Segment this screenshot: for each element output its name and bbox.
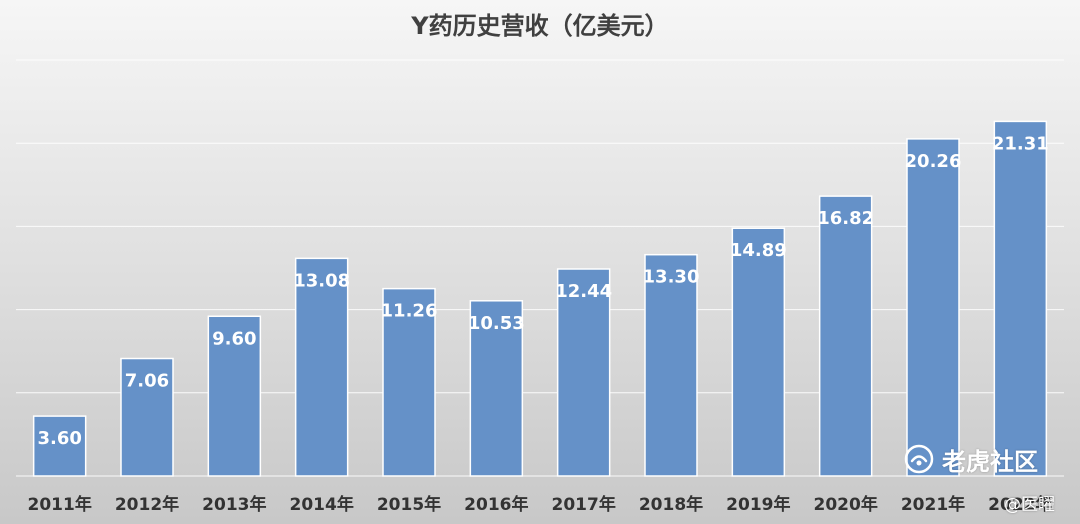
data-label: 13.08: [293, 270, 350, 291]
bar-2022年: [993, 120, 1048, 477]
x-tick-label: 2019年: [726, 494, 790, 515]
x-tick-label: 2014年: [290, 494, 354, 515]
bar-2014年: [294, 257, 349, 477]
data-label: 16.82: [817, 208, 874, 229]
bar-2015年: [382, 287, 436, 477]
bar-2020年: [818, 195, 873, 477]
x-tick-label: 2022年: [988, 494, 1052, 515]
chart-title: Y药历史营收（亿美元）: [411, 12, 669, 40]
bar-2021年: [906, 138, 960, 477]
bar-2012年: [120, 357, 174, 477]
x-tick-label: 2016年: [464, 494, 528, 515]
data-label: 9.60: [212, 328, 256, 349]
x-tick-label: 2012年: [115, 494, 179, 515]
x-tick-label: 2011年: [28, 494, 92, 515]
x-tick-label: 2018年: [639, 494, 703, 515]
data-label: 7.06: [125, 371, 169, 392]
x-axis-ticks: 2011年 2012年 2013年 2014年 2015年 2016年 2017年 2018年…: [28, 494, 1053, 515]
data-labels: 3.60 7.06 9.60 13.08 11.26 10.53 12.44 13.30 14.…: [37, 133, 1048, 449]
bar-2017年: [556, 268, 611, 477]
data-label: 20.26: [905, 151, 962, 172]
x-tick-label: 2017年: [552, 494, 616, 515]
bars: [32, 120, 1048, 477]
data-label: 14.89: [730, 240, 787, 261]
author-handle: @医曜: [1004, 495, 1055, 515]
data-label: 13.30: [643, 267, 700, 288]
watermark: 老虎社区: [904, 441, 1038, 477]
x-tick-label: 2021年: [901, 494, 965, 515]
data-label: 11.26: [381, 301, 438, 322]
tiger-community-logo-icon: [904, 444, 934, 474]
bar-2019年: [731, 227, 786, 477]
bar-2011年: [32, 415, 87, 477]
bar-2016年: [469, 300, 524, 477]
data-label: 3.60: [37, 428, 81, 449]
x-tick-label: 2013年: [202, 494, 266, 515]
gridlines: [16, 59, 1064, 477]
watermark-text: 老虎社区: [942, 447, 1038, 476]
bar-2013年: [207, 315, 262, 477]
bar-2018年: [644, 253, 698, 477]
data-label: 21.31: [992, 133, 1049, 154]
data-label: 12.44: [555, 281, 612, 302]
data-label: 10.53: [468, 313, 525, 334]
x-tick-label: 2015年: [377, 494, 441, 515]
x-tick-label: 2020年: [814, 494, 878, 515]
